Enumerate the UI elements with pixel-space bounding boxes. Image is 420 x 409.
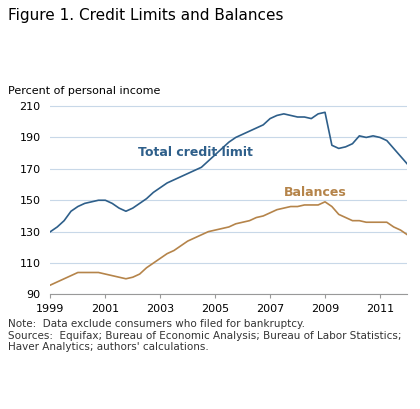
Text: Figure 1. Credit Limits and Balances: Figure 1. Credit Limits and Balances bbox=[8, 8, 284, 23]
Text: Balances: Balances bbox=[284, 186, 346, 198]
Text: Percent of personal income: Percent of personal income bbox=[8, 86, 161, 96]
Text: Note:  Data exclude consumers who filed for bankruptcy.
Sources:  Equifax; Burea: Note: Data exclude consumers who filed f… bbox=[8, 319, 402, 352]
Text: Total credit limit: Total credit limit bbox=[138, 146, 253, 159]
